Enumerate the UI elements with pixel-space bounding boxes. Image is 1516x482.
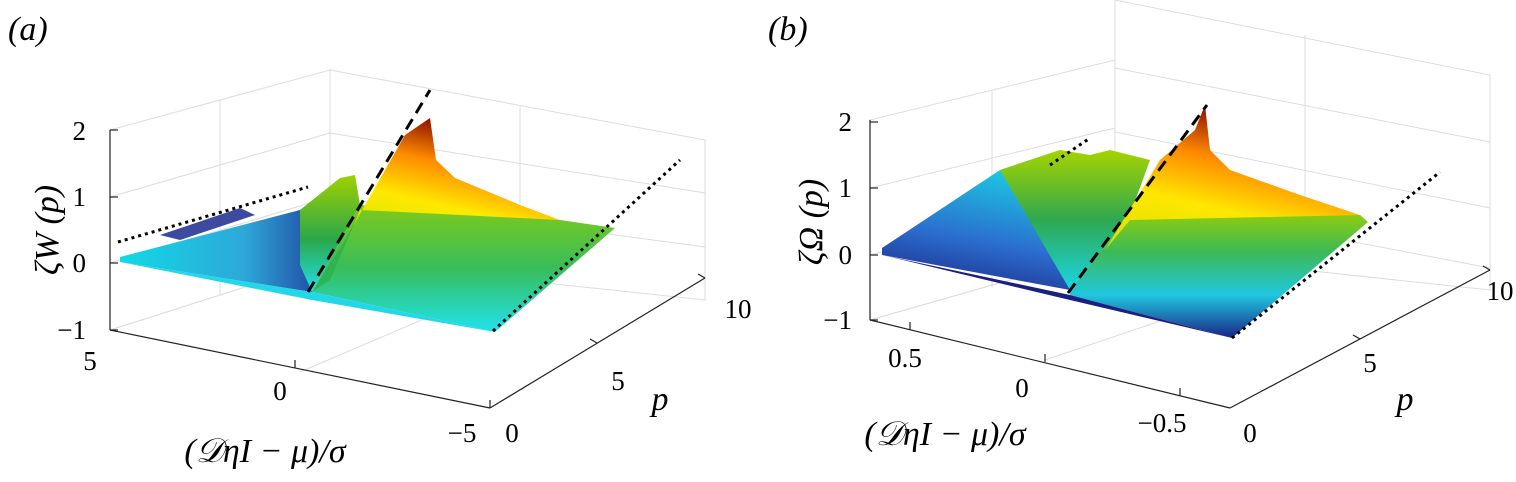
- panel-a-dashed-line: [306, 89, 432, 293]
- panel-b-plabel: p: [1395, 381, 1414, 418]
- panel-a-xtick-0: 0: [273, 376, 287, 406]
- panel-b-axes: [869, 120, 1491, 409]
- panel-b-ztick-neg1: −1: [823, 305, 852, 335]
- panel-a-label: (a): [8, 11, 48, 48]
- panel-a: (a) 2 1 0 −1 5 0 −5 10 5 0 ζW (p) (𝒟ηI −…: [8, 11, 752, 470]
- panel-b-reference-lines: [1049, 104, 1441, 340]
- panel-b-surface: [882, 105, 1368, 338]
- panel-b-zlabel: ζΩ (p): [793, 179, 830, 266]
- panel-a-ptick-10: 10: [725, 294, 752, 324]
- panel-a-plabel: p: [650, 381, 669, 418]
- panel-b-ptick-5: 5: [1363, 348, 1377, 378]
- panel-a-xlabel: (𝒟ηI − μ)/σ: [184, 433, 346, 470]
- panel-a-dotted-line-right: [491, 158, 682, 333]
- panel-b-dashed-line: [1066, 104, 1209, 294]
- panel-a-surface: [120, 118, 615, 332]
- panel-a-ztick-2: 2: [73, 116, 87, 146]
- panel-b-xtick-0.5: 0.5: [888, 343, 922, 373]
- panel-b-ptick-0: 0: [1243, 418, 1257, 448]
- panel-b-xtick-0: 0: [1015, 373, 1029, 403]
- panel-a-xtick-neg5: −5: [448, 418, 477, 448]
- panel-b-ztick-0: 0: [839, 240, 853, 270]
- panel-a-ztick-0: 0: [73, 248, 87, 278]
- panel-a-xtick-5: 5: [83, 346, 97, 376]
- panel-b-ztick-1: 1: [839, 173, 853, 203]
- panel-b: (b) 2 1 0 −1 0.5 0 −0.5 10 5 0 ζΩ (p) (𝒟…: [768, 0, 1514, 453]
- panel-a-dotted-line-left: [117, 185, 309, 244]
- panel-a-zlabel: ζW (p): [29, 185, 66, 275]
- panel-b-xtick-neg0.5: −0.5: [1138, 408, 1187, 438]
- panel-a-ptick-0: 0: [505, 418, 519, 448]
- panel-b-ptick-10: 10: [1487, 276, 1514, 306]
- panel-b-dotted-line-left: [1049, 136, 1091, 167]
- panel-a-ztick-neg1: −1: [57, 315, 86, 345]
- panel-b-label: (b): [768, 11, 808, 48]
- panel-b-xlabel: (𝒟ηI − μ)/σ: [864, 416, 1026, 453]
- panel-a-axes: [109, 129, 706, 409]
- panel-a-ptick-5: 5: [611, 366, 625, 396]
- panel-a-reference-lines: [117, 89, 682, 333]
- panel-a-ztick-1: 1: [73, 182, 87, 212]
- panel-b-dotted-line-right: [1231, 170, 1441, 340]
- panel-b-ztick-2: 2: [839, 107, 853, 137]
